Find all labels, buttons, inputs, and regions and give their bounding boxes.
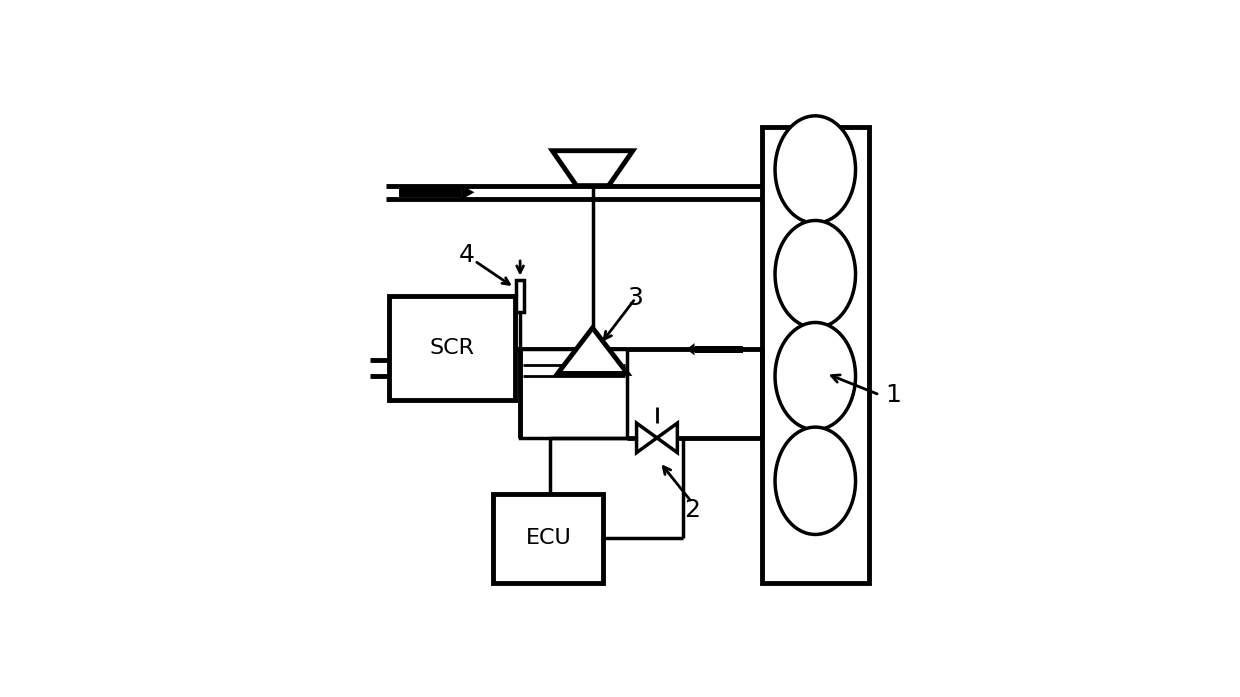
Polygon shape [657,423,677,452]
Polygon shape [636,423,657,452]
Polygon shape [558,328,627,374]
Ellipse shape [775,220,856,328]
Polygon shape [552,151,632,185]
Polygon shape [687,343,694,355]
Text: ECU: ECU [526,528,572,549]
Text: 2: 2 [683,498,699,522]
Bar [494,494,604,583]
Polygon shape [461,185,475,200]
Bar [761,127,869,583]
Text: 3: 3 [627,286,644,310]
Text: SCR: SCR [429,338,474,358]
Ellipse shape [775,116,856,223]
Ellipse shape [775,323,856,430]
Text: 1: 1 [885,383,901,407]
Bar [516,279,525,312]
Ellipse shape [775,427,856,535]
Bar [388,296,515,400]
Text: 4: 4 [459,243,475,268]
Bar [399,187,461,197]
Bar [520,349,627,438]
Bar [694,346,743,353]
